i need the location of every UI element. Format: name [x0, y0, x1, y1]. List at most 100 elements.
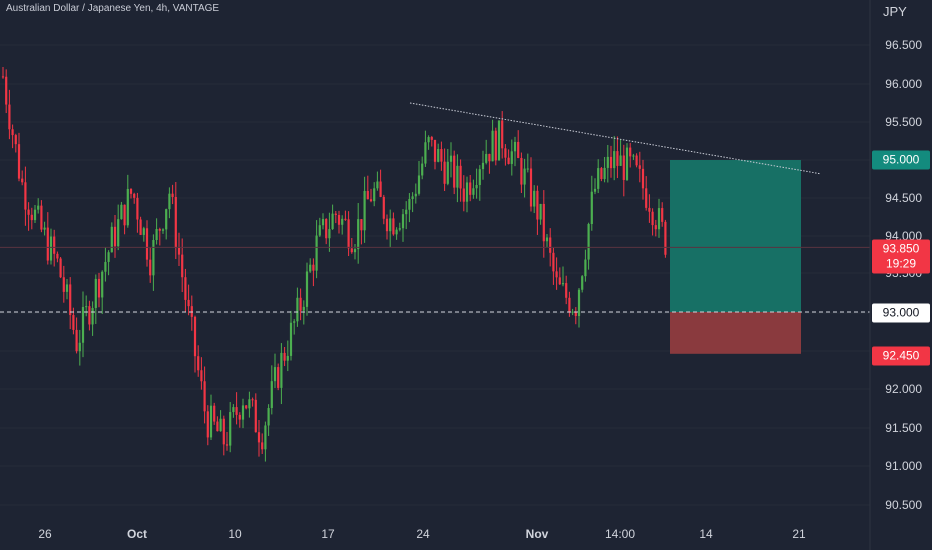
- candle-body: [321, 219, 325, 226]
- candle-body: [325, 219, 328, 239]
- price-tick-label: 96.000: [885, 77, 922, 91]
- candle-body: [283, 352, 286, 361]
- candle-body: [75, 329, 78, 352]
- candle-body: [126, 188, 129, 226]
- candle-body: [101, 271, 104, 298]
- candle-body: [526, 168, 529, 170]
- candle-body: [299, 297, 302, 311]
- candle-body: [289, 322, 293, 356]
- candle-body: [517, 141, 520, 158]
- candle-body: [648, 207, 651, 212]
- candle-body: [533, 190, 536, 207]
- candle-body: [197, 356, 200, 371]
- candle-body: [395, 229, 398, 235]
- target-price-tag: 95.000: [872, 150, 930, 170]
- candle-body: [331, 213, 334, 230]
- chart-grid: [0, 44, 870, 506]
- candle-body: [465, 182, 469, 202]
- candle-body: [216, 421, 219, 432]
- candle-body: [622, 155, 625, 180]
- candle-body: [171, 193, 174, 198]
- candle-body: [315, 235, 318, 271]
- candle-body: [334, 213, 337, 215]
- candle-body: [456, 165, 459, 188]
- candle-body: [27, 209, 30, 215]
- candle-body: [613, 151, 616, 169]
- candle-body: [641, 168, 645, 189]
- candle-body: [91, 307, 94, 325]
- candle-body: [69, 284, 72, 316]
- candle-body: [241, 405, 245, 420]
- candle-body: [462, 188, 465, 202]
- candle-body: [203, 381, 206, 412]
- candle-body: [337, 214, 341, 225]
- candle-body: [542, 203, 545, 242]
- candle-body: [478, 169, 481, 185]
- candle-body: [59, 258, 62, 278]
- candle-body: [491, 130, 494, 162]
- candle-body: [193, 316, 197, 357]
- time-tick-label: 14:00: [604, 527, 636, 541]
- target-zone[interactable]: [670, 160, 801, 312]
- candle-body: [177, 247, 181, 255]
- candle-body: [513, 141, 517, 152]
- candle-body: [600, 168, 603, 180]
- candle-body: [1, 76, 5, 78]
- candle-body: [21, 178, 24, 183]
- candle-body: [53, 236, 56, 254]
- candle-body: [139, 219, 142, 235]
- candle-body: [590, 191, 593, 225]
- candle-body: [350, 248, 353, 253]
- candle-body: [593, 188, 597, 192]
- candle-body: [568, 297, 571, 313]
- candle-body: [587, 224, 590, 260]
- candle-body: [312, 264, 315, 271]
- candle-body: [110, 226, 113, 253]
- candle-body: [270, 381, 273, 409]
- candle-body: [414, 193, 417, 197]
- candle-body: [293, 321, 296, 323]
- candle-body: [14, 135, 17, 145]
- candle-body: [5, 76, 8, 105]
- candle-body: [187, 299, 190, 307]
- candle-body: [97, 278, 101, 298]
- candle-body: [245, 405, 248, 409]
- candle-body: [158, 228, 161, 231]
- candle-body: [62, 277, 65, 292]
- candle-body: [347, 219, 350, 249]
- candle-body: [475, 184, 478, 189]
- candle-body: [401, 214, 405, 229]
- candle-body: [72, 315, 75, 330]
- candle-body: [664, 221, 667, 255]
- candle-body: [174, 197, 177, 248]
- candle-body: [609, 156, 613, 169]
- candle-body: [536, 190, 539, 220]
- candle-body: [78, 342, 81, 352]
- candle-body: [481, 162, 485, 170]
- candle-body: [373, 188, 376, 202]
- price-tick-label: 90.500: [885, 498, 922, 512]
- candle-body: [232, 407, 235, 413]
- candle-body: [449, 155, 453, 162]
- candle-body: [539, 203, 542, 220]
- candle-body: [392, 218, 395, 235]
- candle-body: [497, 120, 501, 161]
- candle-body: [430, 137, 433, 140]
- candle-body: [24, 182, 27, 210]
- candle-body: [88, 306, 91, 325]
- trendline[interactable]: [409, 102, 821, 175]
- candle-body: [376, 181, 379, 189]
- candle-body: [603, 167, 606, 180]
- price-tick-label: 95.500: [885, 115, 922, 129]
- candle-body: [437, 149, 440, 162]
- candle-body: [142, 228, 145, 235]
- candle-body: [251, 399, 254, 401]
- candle-body: [155, 228, 158, 241]
- candle-body: [629, 147, 632, 157]
- stop-zone[interactable]: [670, 312, 801, 354]
- candle-body: [328, 229, 331, 239]
- candle-body: [565, 283, 568, 298]
- candle-body: [625, 147, 629, 180]
- candle-body: [161, 229, 165, 231]
